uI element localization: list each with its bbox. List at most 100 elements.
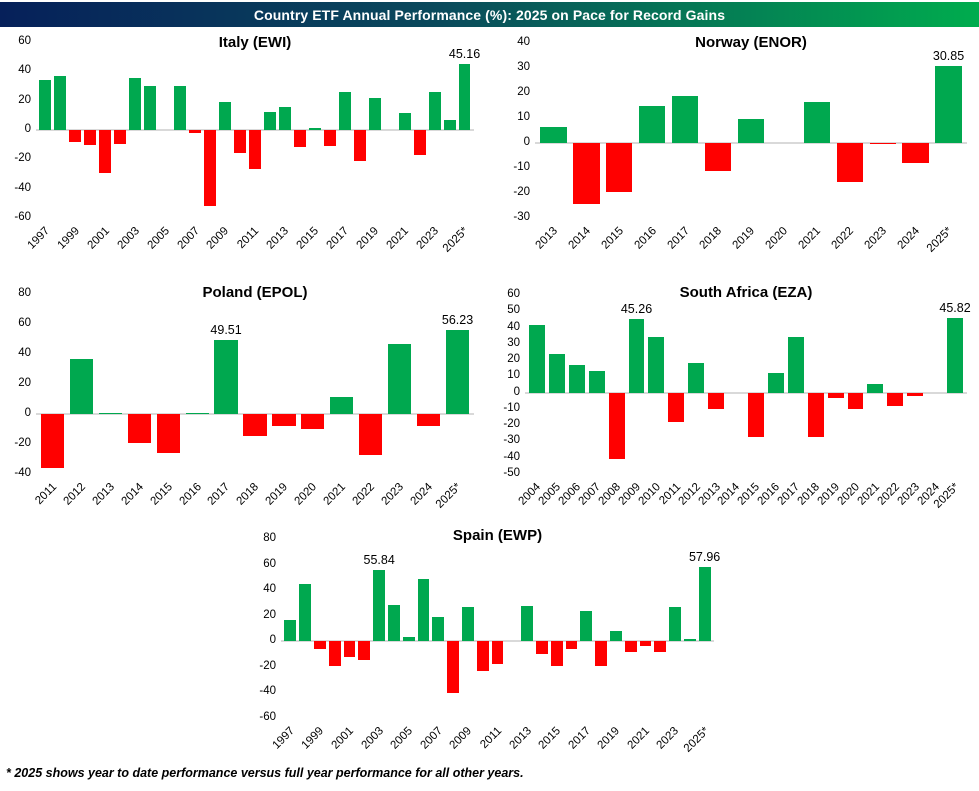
bar-2019: [737, 119, 765, 143]
bar-2016: [639, 105, 666, 143]
bar-2025*: [698, 567, 711, 642]
bar-2011: [249, 130, 261, 169]
y-tick-label: 50: [507, 304, 520, 317]
x-tick-label: 2008: [596, 481, 624, 508]
y-tick-label: -50: [503, 467, 520, 479]
x-tick-label: 2022: [350, 481, 378, 508]
y-tick-label: 20: [18, 93, 31, 106]
bar-2021: [398, 113, 411, 130]
bar-2018: [807, 392, 824, 438]
bar-2011: [668, 392, 685, 422]
bar-2008: [608, 392, 625, 460]
bar-2007: [588, 370, 605, 393]
x-tick-label: 2025*: [681, 725, 712, 755]
x-tick-label: 2001: [85, 225, 112, 252]
bar-value-annotation: 49.51: [210, 322, 242, 337]
bar-2015: [308, 127, 321, 130]
x-tick-label: 2017: [665, 225, 692, 252]
bar-2012: [263, 111, 276, 130]
bar-2000: [84, 130, 97, 145]
bar-2023: [907, 392, 924, 396]
x-tick-label: 2025*: [434, 481, 465, 511]
y-tick-label: -20: [513, 186, 530, 198]
bar-2022: [887, 392, 904, 407]
x-tick-label: 2007: [418, 725, 445, 752]
x-tick-label: 2025*: [925, 225, 956, 255]
x-tick-label: 1999: [55, 225, 82, 252]
bar-2011: [40, 414, 65, 468]
x-tick-label: 2009: [616, 481, 643, 508]
chart-title: Spain (EWP): [452, 527, 543, 544]
plot-area: 60 40 20 0 -20 -40 -60 1997 1999 2001 2003 2005 2007…: [10, 32, 490, 272]
zero-axis-line: [535, 142, 967, 144]
x-tick-label: 2017: [324, 225, 352, 252]
x-tick-label: 2023: [414, 225, 442, 252]
bar-2010: [648, 337, 665, 393]
x-tick-label: 2018: [795, 481, 823, 508]
x-tick-label: 2013: [533, 225, 560, 252]
x-tick-label: 2019: [815, 481, 843, 508]
bar-2025*: [445, 329, 470, 414]
bar-2015: [550, 641, 563, 666]
x-tick-label: 2019: [354, 225, 382, 252]
plot-area: 60 50 40 30 20 10 0 -10 -20 -30 -40 -50 2004 2005 2006…: [500, 282, 979, 527]
x-tick-label: 2020: [835, 481, 862, 508]
x-tick-label: 2007: [175, 225, 202, 252]
y-tick-label: 40: [18, 64, 31, 77]
y-tick-label: -40: [14, 467, 31, 479]
bar-2020: [847, 392, 864, 409]
bar-2018: [243, 414, 267, 436]
bar-2025*: [935, 65, 962, 143]
bar-2009: [219, 102, 232, 130]
x-tick-label: 2015: [599, 225, 626, 252]
x-tick-label: 2009: [204, 225, 232, 252]
chart-spain-ewp: Spain (EWP) 80 60 40 20 0 -20 -40 -60 1997 1999 20…: [250, 525, 730, 770]
y-tick-label: 20: [507, 353, 520, 366]
y-tick-label: -60: [259, 711, 276, 723]
bar-2025*: [947, 318, 963, 393]
x-tick-label: 2019: [263, 481, 291, 508]
x-tick-label: 2021: [625, 725, 652, 752]
y-tick-label: 20: [517, 86, 530, 98]
x-tick-label: 2012: [61, 481, 88, 508]
x-tick-label: 2024: [895, 225, 923, 252]
y-tick-label: 30: [507, 336, 520, 349]
x-tick-label: 2019: [730, 225, 758, 252]
chart-poland-epol: Poland (EPOL) 80 60 40 20 0 -20 -40 2011 2012 201…: [10, 282, 490, 527]
y-tick-label: 10: [517, 111, 530, 123]
bar-value-annotation: 57.96: [688, 550, 721, 565]
y-tick-label: -40: [14, 181, 31, 194]
plot-area: 80 60 40 20 0 -20 -40 -60 1997 1999 2001 2003 2005 20…: [250, 525, 730, 770]
x-tick-label: 2005: [145, 225, 172, 252]
bar-2009: [628, 318, 645, 393]
x-tick-label: 2023: [379, 481, 407, 508]
bar-2022: [359, 414, 383, 455]
bar-2009: [461, 606, 474, 642]
bar-2023: [869, 143, 896, 145]
y-tick-label: 10: [507, 369, 520, 382]
y-tick-label: 0: [523, 136, 530, 148]
bar-2016: [323, 130, 336, 147]
y-tick-label: 0: [24, 407, 31, 419]
y-tick-label: -60: [14, 211, 31, 223]
bar-2008: [447, 641, 460, 694]
y-tick-label: 60: [18, 35, 31, 47]
x-tick-label: 2016: [177, 481, 204, 508]
y-tick-label: 80: [18, 287, 31, 299]
bar-2024: [417, 414, 441, 426]
bar-2019: [272, 414, 296, 426]
x-tick-label: 2013: [506, 725, 534, 752]
plot-area: 40 30 20 10 0 -10 -20 -30 2013 2014 2015 2016 2017 20…: [500, 32, 979, 272]
x-tick-label: 2010: [636, 481, 663, 508]
bar-value-annotation: 45.82: [939, 301, 971, 316]
x-tick-label: 2015: [294, 225, 322, 252]
y-tick-label: 60: [507, 288, 520, 300]
y-tick-label: 60: [18, 317, 31, 329]
bar-2002: [114, 130, 127, 144]
x-tick-label: 2020: [292, 481, 320, 508]
bar-2000: [328, 641, 341, 666]
bar-2004: [388, 605, 400, 642]
bar-2017: [580, 611, 593, 642]
bar-2016: [185, 412, 209, 414]
bar-value-annotation: 30.85: [932, 48, 965, 63]
